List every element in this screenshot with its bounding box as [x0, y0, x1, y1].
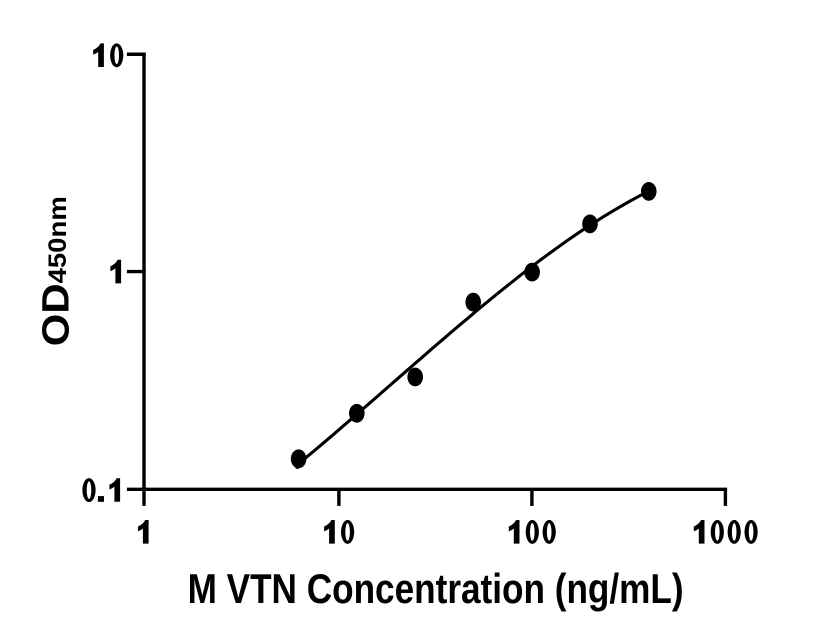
svg-text:M VTN Concentration (ng/mL): M VTN Concentration (ng/mL) [188, 565, 684, 612]
